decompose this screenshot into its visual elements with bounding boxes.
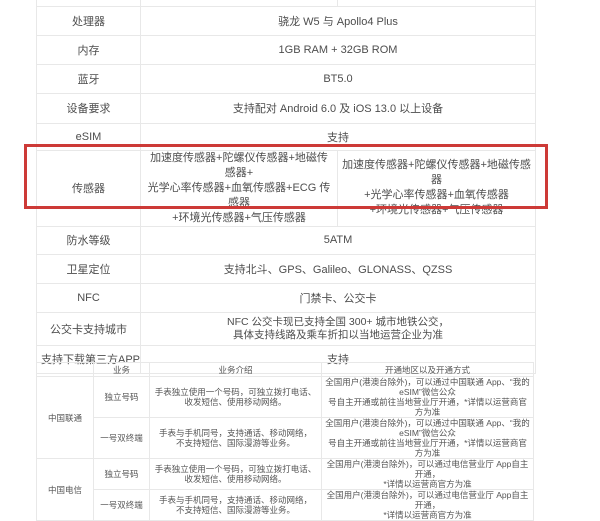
text-line: 加速度传感器+陀螺仪传感器+地磁传感器 bbox=[342, 159, 531, 186]
spec-row-sensors: 传感器 加速度传感器+陀螺仪传感器+地磁传感器+ 光学心率传感器+血氧传感器+E… bbox=[36, 149, 536, 227]
spec-label: 处理器 bbox=[36, 5, 141, 36]
text-line: 手表与手机同号，支持通话、移动网络， bbox=[158, 428, 312, 438]
esim-activation-cell: 全国用户(港澳台除外)，可以通过电信营业厅 App自主开通， *详情以运营商官方… bbox=[321, 458, 534, 490]
spec-value: 支持配对 Android 6.0 及 iOS 13.0 以上设备 bbox=[140, 92, 536, 124]
esim-row-telecom-standalone: 中国电信 独立号码 手表独立使用一个号码，可独立拨打电话、 收发短信、使用移动网… bbox=[36, 458, 534, 521]
spec-label: 传感器 bbox=[36, 149, 141, 227]
spec-value: 支持北斗、GPS、Galileo、GLONASS、QZSS bbox=[140, 253, 536, 284]
spec-bus-card-cell: NFC 公交卡现已支持全国 300+ 城市地铁公交， 具体支持线路及乘车折扣以当… bbox=[140, 311, 536, 346]
text-line: +环境光传感器+气压传感器 bbox=[172, 211, 306, 224]
spec-label: 卫星定位 bbox=[36, 253, 141, 284]
text-line: +环境光传感器+气压传感器 bbox=[369, 204, 504, 216]
spec-label: eSIM bbox=[36, 122, 141, 151]
spec-row-gnss: 卫星定位 支持北斗、GPS、Galileo、GLONASS、QZSS bbox=[36, 253, 536, 284]
spec-row-bus-card-cities: 公交卡支持城市 NFC 公交卡现已支持全国 300+ 城市地铁公交， 具体支持线… bbox=[36, 311, 536, 346]
esim-desc-cell: 手表与手机同号，支持通话、移动网络， 不支持短信、国际漫游等业务。 bbox=[149, 417, 322, 459]
text-line: 号自主开通或前往当地营业厅开通，*详情以运营商官方为准 bbox=[328, 397, 527, 417]
spec-value: 支持 bbox=[140, 122, 536, 151]
text-line: 全国用户(港澳台除外)，可以通过电信营业厅 App自主开通， bbox=[326, 490, 529, 511]
text-line: 收发短信、使用移动网络。 bbox=[184, 474, 287, 484]
spec-row-water-resistance: 防水等级 5ATM bbox=[36, 225, 536, 255]
text-line: +光学心率传感器+血氧传感器 bbox=[364, 189, 509, 201]
spec-label: 设备要求 bbox=[36, 92, 141, 124]
esim-header-row: 业务 业务介绍 开通地区以及开通方式 bbox=[36, 362, 534, 377]
text-line: 号自主开通或前往当地营业厅开通，*详情以运营商官方为准 bbox=[328, 438, 527, 458]
esim-carrier-cell: 中国电信 bbox=[36, 458, 94, 521]
spec-row-nfc: NFC 门禁卡、公交卡 bbox=[36, 282, 536, 313]
text-line: 全国用户(港澳台除外)，可以通过中国联通 App、“我的 eSIM”微信公众 bbox=[325, 377, 530, 398]
text-line: NFC 公交卡现已支持全国 300+ 城市地铁公交， bbox=[227, 315, 449, 328]
text-line: 不支持短信、国际漫游等业务。 bbox=[175, 438, 295, 448]
spec-label: NFC bbox=[36, 282, 141, 313]
spec-row-processor: 处理器 骁龙 W5 与 Apollo4 Plus bbox=[36, 5, 536, 36]
text-line: 全国用户(港澳台除外)，可以通过电信营业厅 App自主开通， bbox=[326, 459, 529, 480]
esim-activation-cell: 全国用户(港澳台除外)，可以通过中国联通 App、“我的 eSIM”微信公众 号… bbox=[321, 417, 534, 459]
spec-label: 公交卡支持城市 bbox=[36, 311, 141, 346]
esim-activation-cell: 全国用户(港澳台除外)，可以通过中国联通 App、“我的 eSIM”微信公众 号… bbox=[321, 376, 534, 418]
esim-desc-cell: 手表与手机同号，支持通话、移动网络， 不支持短信、国际漫游等业务。 bbox=[149, 489, 322, 521]
spec-value: 门禁卡、公交卡 bbox=[140, 282, 536, 313]
text-line: 收发短信、使用移动网络。 bbox=[184, 397, 287, 407]
text-line: 全国用户(港澳台除外)，可以通过中国联通 App、“我的 eSIM”微信公众 bbox=[325, 418, 530, 439]
esim-header-service: 业务 bbox=[93, 362, 150, 377]
spec-value: BT5.0 bbox=[140, 63, 536, 94]
spec-row-memory: 内存 1GB RAM + 32GB ROM bbox=[36, 34, 536, 65]
esim-row-unicom-standalone: 中国联通 独立号码 手表独立使用一个号码，可独立拨打电话、 收发短信、使用移动网… bbox=[36, 376, 534, 459]
text-line: 手表独立使用一个号码，可独立拨打电话、 bbox=[154, 387, 317, 397]
esim-activation-cell: 全国用户(港澳台除外)，可以通过电信营业厅 App自主开通， *详情以运营商官方… bbox=[321, 489, 534, 521]
esim-service-cell: 一号双终端 bbox=[93, 489, 150, 521]
esim-header-carrier bbox=[36, 362, 94, 377]
text-line: 不支持短信、国际漫游等业务。 bbox=[175, 505, 295, 515]
text-line: 手表与手机同号，支持通话、移动网络， bbox=[158, 495, 312, 505]
text-line: *详情以运营商官方为准 bbox=[383, 510, 472, 520]
esim-header-activation: 开通地区以及开通方式 bbox=[321, 362, 534, 377]
esim-row-telecom-one-number: 一号双终端 手表与手机同号，支持通话、移动网络， 不支持短信、国际漫游等业务。 … bbox=[37, 489, 534, 521]
esim-carrier-cell: 中国联通 bbox=[36, 376, 94, 459]
spec-table: 处理器 骁龙 W5 与 Apollo4 Plus 内存 1GB RAM + 32… bbox=[36, 0, 536, 374]
esim-carrier-table: 业务 业务介绍 开通地区以及开通方式 中国联通 独立号码 手表独立使用一个号码，… bbox=[36, 362, 534, 521]
spec-sensors-left-cell: 加速度传感器+陀螺仪传感器+地磁传感器+ 光学心率传感器+血氧传感器+ECG 传… bbox=[140, 149, 338, 227]
spec-label: 防水等级 bbox=[36, 225, 141, 255]
text-line: 光学心率传感器+血氧传感器+ECG 传感器 bbox=[147, 181, 331, 209]
esim-row-unicom-one-number: 一号双终端 手表与手机同号，支持通话、移动网络， 不支持短信、国际漫游等业务。 … bbox=[37, 417, 534, 459]
spec-value: 5ATM bbox=[140, 225, 536, 255]
spec-row-esim: eSIM 支持 bbox=[36, 122, 536, 151]
spec-value: 骁龙 W5 与 Apollo4 Plus bbox=[140, 5, 536, 36]
esim-service-cell: 一号双终端 bbox=[93, 417, 150, 459]
spec-row-bluetooth: 蓝牙 BT5.0 bbox=[36, 63, 536, 94]
esim-desc-cell: 手表独立使用一个号码，可独立拨打电话、 收发短信、使用移动网络。 bbox=[149, 458, 322, 490]
esim-desc-cell: 手表独立使用一个号码，可独立拨打电话、 收发短信、使用移动网络。 bbox=[149, 376, 322, 418]
esim-service-cell: 独立号码 bbox=[93, 458, 150, 490]
text-line: 具体支持线路及乘车折扣以当地运营企业为准 bbox=[233, 328, 443, 341]
text-line: 手表独立使用一个号码，可独立拨打电话、 bbox=[154, 464, 317, 474]
text-line: *详情以运营商官方为准 bbox=[383, 479, 472, 489]
esim-header-description: 业务介绍 bbox=[149, 362, 322, 377]
spec-row-device-requirement: 设备要求 支持配对 Android 6.0 及 iOS 13.0 以上设备 bbox=[36, 92, 536, 124]
spec-label: 内存 bbox=[36, 34, 141, 65]
text-line: 加速度传感器+陀螺仪传感器+地磁传感器+ bbox=[150, 151, 328, 179]
spec-value: 1GB RAM + 32GB ROM bbox=[140, 34, 536, 65]
esim-service-cell: 独立号码 bbox=[93, 376, 150, 418]
spec-sensors-right-cell: 加速度传感器+陀螺仪传感器+地磁传感器 +光学心率传感器+血氧传感器 +环境光传… bbox=[337, 149, 536, 227]
spec-label: 蓝牙 bbox=[36, 63, 141, 94]
